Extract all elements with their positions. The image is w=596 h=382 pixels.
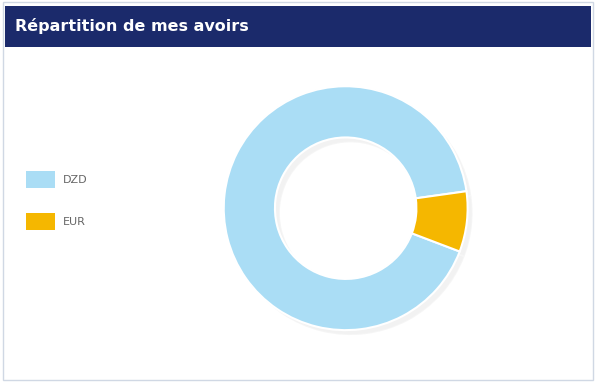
Text: DZD: DZD <box>63 175 88 185</box>
Bar <box>26 213 55 230</box>
Wedge shape <box>229 91 471 335</box>
Bar <box>26 171 55 188</box>
FancyBboxPatch shape <box>3 2 593 380</box>
Text: Répartition de mes avoirs: Répartition de mes avoirs <box>15 18 249 34</box>
Text: EUR: EUR <box>63 217 86 227</box>
FancyBboxPatch shape <box>5 6 591 47</box>
Wedge shape <box>412 191 468 251</box>
Wedge shape <box>417 196 473 256</box>
Wedge shape <box>224 86 467 330</box>
